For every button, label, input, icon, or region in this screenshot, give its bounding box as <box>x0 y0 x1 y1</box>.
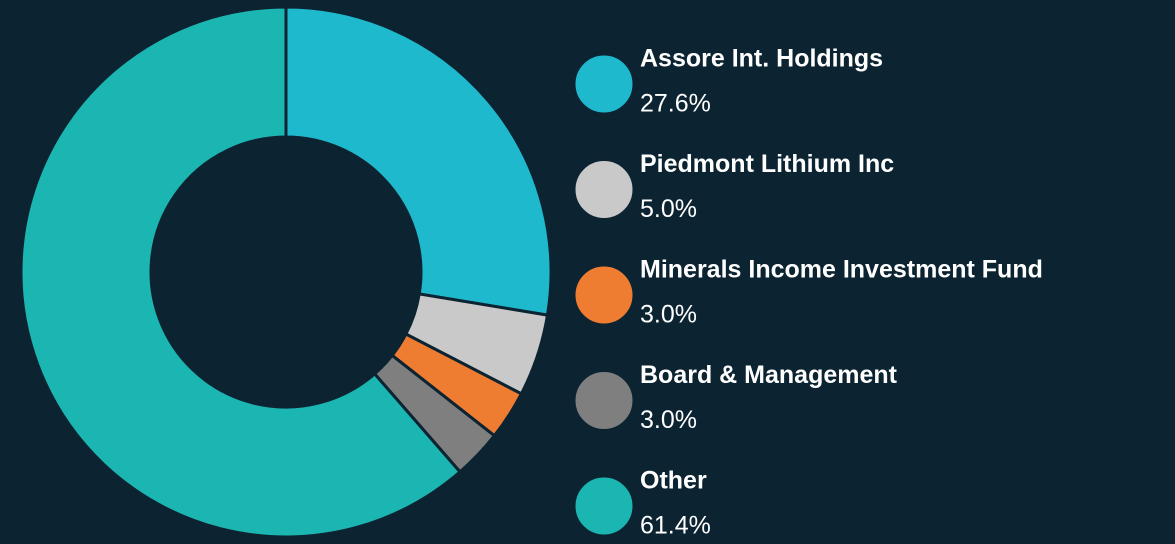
value-label: 3.0% <box>640 406 697 434</box>
legend-swatch <box>572 474 636 538</box>
legend-label: Assore Int. Holdings <box>640 45 883 73</box>
legend-label: Board & Management <box>640 361 898 389</box>
donut-slice <box>19 5 463 539</box>
legend-label: Minerals Income Investment Fund <box>640 256 1043 284</box>
donut-slice <box>284 5 553 317</box>
legend-swatch <box>572 263 636 327</box>
value-label: 27.6% <box>640 90 711 118</box>
legend-label: Other <box>640 467 707 495</box>
legend-swatch <box>572 52 636 116</box>
legend-swatch <box>572 369 636 432</box>
value-label: 3.0% <box>640 301 697 329</box>
value-label: 61.4% <box>640 512 711 540</box>
value-label: 5.0% <box>640 195 697 223</box>
legend-label: Piedmont Lithium Inc <box>640 150 894 178</box>
legend-swatch <box>572 158 636 221</box>
